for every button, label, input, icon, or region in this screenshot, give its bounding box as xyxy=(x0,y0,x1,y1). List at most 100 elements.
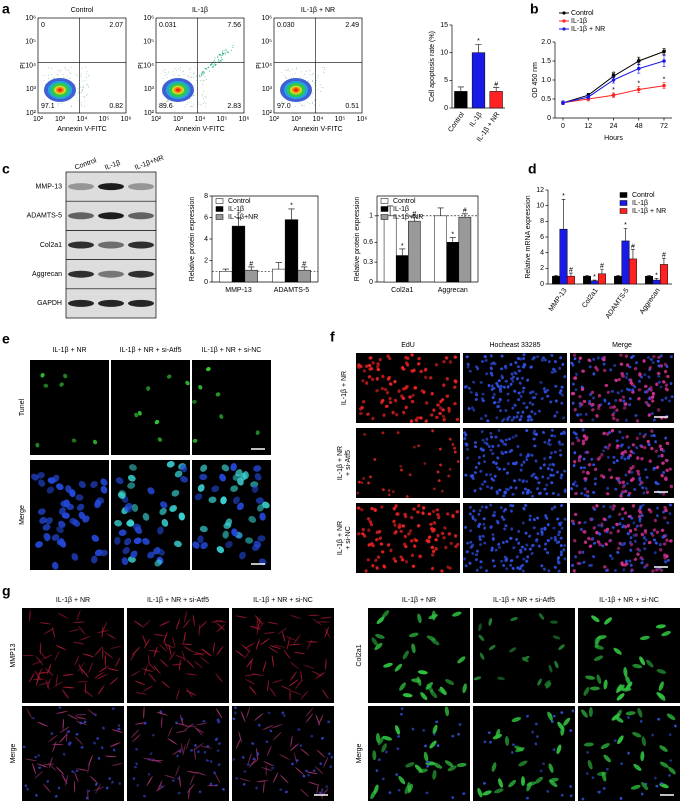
y-tick-label: 10³ xyxy=(144,86,155,93)
y-tick-label: 10⁶ xyxy=(143,15,154,22)
cell xyxy=(375,389,379,393)
row-label: Col2a1 xyxy=(356,644,363,666)
cell xyxy=(516,357,521,360)
y-tick-label: 10⁴ xyxy=(143,62,154,69)
cell xyxy=(94,499,102,508)
cell xyxy=(117,491,126,499)
cell xyxy=(154,419,160,425)
cell xyxy=(56,526,64,534)
row-label: + si-NC xyxy=(345,526,352,550)
cell xyxy=(545,483,549,487)
event-dot xyxy=(296,67,297,69)
cell xyxy=(453,379,457,383)
event-dot xyxy=(214,65,216,67)
error-bar xyxy=(301,266,308,271)
cell xyxy=(376,367,381,372)
blot-row-label: GAPDH xyxy=(37,300,62,307)
cell xyxy=(651,395,655,399)
event-dot xyxy=(213,64,215,66)
cell xyxy=(491,395,495,400)
event-dot xyxy=(214,57,216,59)
cell xyxy=(533,412,537,416)
cell xyxy=(511,751,514,755)
cell xyxy=(90,481,98,488)
blot-band xyxy=(68,241,94,249)
bar xyxy=(583,275,592,285)
cell xyxy=(75,494,84,501)
event-dot xyxy=(81,103,82,105)
event-dot xyxy=(87,85,89,87)
cell xyxy=(555,410,559,414)
cell xyxy=(504,408,508,412)
cell xyxy=(513,403,517,407)
event-dot xyxy=(56,74,58,76)
event-dot xyxy=(47,77,49,79)
cell xyxy=(590,390,595,395)
event-dot xyxy=(205,105,206,107)
column-header: IL-1β + NR + si-Atf5 xyxy=(147,597,209,604)
column-header: IL-1β + NR + si-Atf5 xyxy=(493,597,555,604)
cell xyxy=(468,369,472,373)
event-dot xyxy=(202,80,204,82)
cell xyxy=(114,519,123,527)
cell xyxy=(114,536,121,545)
cell xyxy=(380,400,384,405)
cell xyxy=(400,365,405,370)
event-dot xyxy=(182,70,184,72)
column-header: EdU xyxy=(401,342,415,349)
cell xyxy=(609,368,613,372)
cell xyxy=(651,361,655,364)
event-dot xyxy=(80,92,82,93)
blot-band xyxy=(98,299,124,307)
cell xyxy=(541,356,545,360)
blot-band xyxy=(128,212,154,220)
blot-band xyxy=(68,299,94,307)
annotation: # xyxy=(302,261,306,268)
legend-label: Control xyxy=(632,192,655,199)
cell xyxy=(633,367,638,371)
annotation: * xyxy=(237,211,240,218)
event-dot xyxy=(287,70,289,72)
column-header: Hocheast 33285 xyxy=(490,342,541,349)
cell xyxy=(489,448,493,452)
event-dot xyxy=(206,96,207,98)
cell xyxy=(596,356,600,360)
event-dot xyxy=(77,75,78,77)
event-dot xyxy=(164,74,166,76)
cell xyxy=(625,363,630,367)
event-dot xyxy=(317,76,319,78)
event-dot xyxy=(311,74,313,76)
cell xyxy=(199,473,208,481)
event-dot xyxy=(57,104,59,106)
cell xyxy=(469,390,473,394)
error-bar xyxy=(600,268,604,274)
cell xyxy=(245,537,254,544)
cell xyxy=(579,412,583,416)
quadrant-value: 0.51 xyxy=(345,103,359,110)
event-dot xyxy=(51,74,52,76)
error-bar xyxy=(569,272,573,277)
bar xyxy=(621,240,630,285)
y-tick-label: 6 xyxy=(204,214,208,221)
cell xyxy=(493,401,497,404)
cell xyxy=(472,408,476,412)
event-dot xyxy=(43,79,45,81)
cell xyxy=(265,764,267,777)
bar xyxy=(458,216,472,283)
cell xyxy=(669,355,673,359)
cell xyxy=(153,547,161,555)
event-dot xyxy=(81,91,83,93)
blot-band xyxy=(68,183,94,191)
event-dot xyxy=(197,101,199,103)
bar xyxy=(395,255,409,283)
cell xyxy=(604,383,609,388)
event-dot xyxy=(301,105,303,107)
x-tick-label: 10⁴ xyxy=(77,116,88,123)
annotation: # xyxy=(463,208,467,215)
cell xyxy=(575,372,578,376)
cell xyxy=(38,479,46,487)
error-bar xyxy=(592,279,597,281)
event-dot xyxy=(168,71,169,73)
y-tick-label: 2 xyxy=(204,257,208,264)
